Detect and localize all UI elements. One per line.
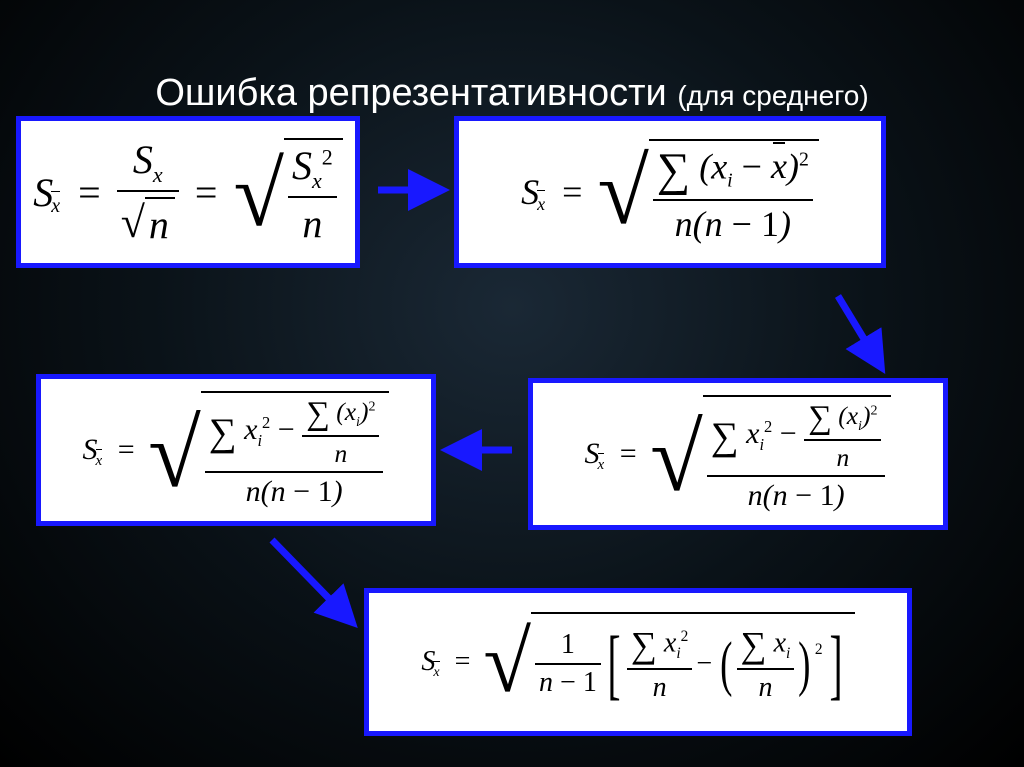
formula-5: Sx = √ 1 n − 1 [ ∑ xi2 n − ( ∑ xi n: [421, 612, 854, 712]
formula-box-1: Sx = Sx √n = √ Sx2 n: [16, 116, 360, 268]
formula-box-5: Sx = √ 1 n − 1 [ ∑ xi2 n − ( ∑ xi n: [364, 588, 912, 736]
formula-1: Sx = Sx √n = √ Sx2 n: [33, 136, 342, 247]
title-sub: (для среднего): [677, 80, 868, 111]
arrow-4: [272, 540, 348, 618]
formula-box-4: Sx = √ ∑ xi2 − ∑ (xi)2 n n(n − 1): [36, 374, 436, 526]
slide-title: Ошибка репрезентативности (для среднего): [0, 72, 1024, 115]
title-main: Ошибка репрезентативности: [155, 72, 666, 114]
formula-box-3: Sx = √ ∑ xi2 − ∑ (xi)2 n n(n − 1): [528, 378, 948, 530]
arrow-2: [838, 296, 878, 362]
formula-2: Sx = √ ∑ (xi − x)2 n(n − 1): [521, 139, 819, 246]
formula-box-2: Sx = √ ∑ (xi − x)2 n(n − 1): [454, 116, 886, 268]
formula-4: Sx = √ ∑ xi2 − ∑ (xi)2 n n(n − 1): [83, 391, 390, 509]
formula-3: Sx = √ ∑ xi2 − ∑ (xi)2 n n(n − 1): [585, 395, 892, 513]
